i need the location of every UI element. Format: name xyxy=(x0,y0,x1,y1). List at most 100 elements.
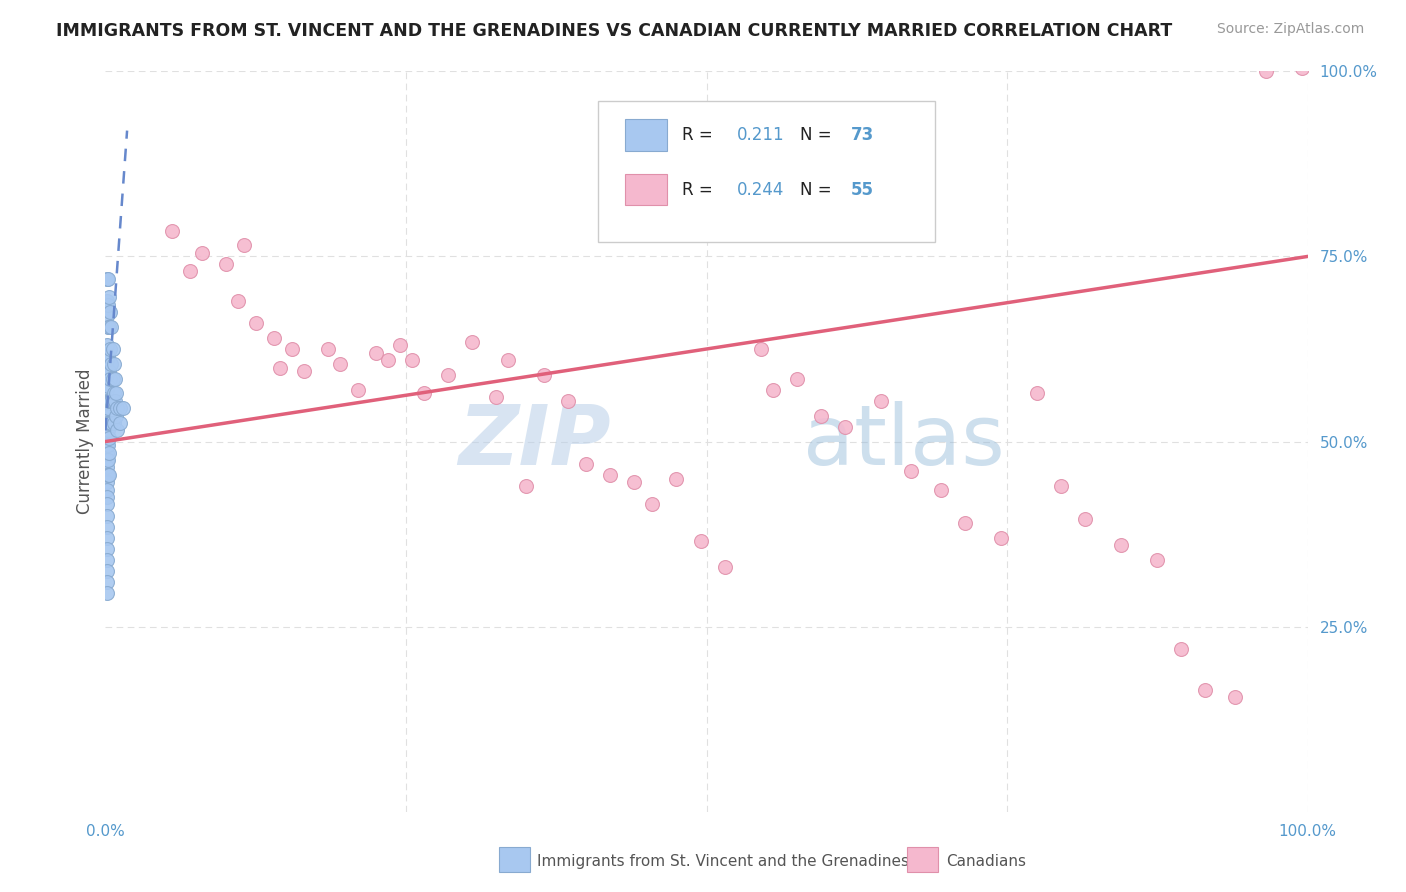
Point xyxy=(103,357,125,371)
Point xyxy=(96,519,118,533)
Text: ZIP: ZIP xyxy=(458,401,610,482)
Point xyxy=(101,393,124,408)
Point xyxy=(810,409,832,423)
Point xyxy=(100,319,122,334)
Point xyxy=(96,338,118,352)
Point xyxy=(96,353,118,368)
Text: IMMIGRANTS FROM ST. VINCENT AND THE GRENADINES VS CANADIAN CURRENTLY MARRIED COR: IMMIGRANTS FROM ST. VINCENT AND THE GREN… xyxy=(56,22,1173,40)
Point xyxy=(329,357,352,371)
Point xyxy=(96,460,118,475)
Point xyxy=(97,271,120,285)
Point xyxy=(786,371,808,385)
Point xyxy=(97,401,120,416)
Point xyxy=(762,383,785,397)
Point xyxy=(96,409,118,423)
Point xyxy=(515,479,537,493)
Point xyxy=(98,371,121,385)
Point xyxy=(245,316,267,330)
Point xyxy=(96,401,118,416)
Point xyxy=(96,424,118,438)
Text: Immigrants from St. Vincent and the Grenadines: Immigrants from St. Vincent and the Gren… xyxy=(537,855,910,869)
Point xyxy=(990,531,1012,545)
Point xyxy=(377,353,399,368)
Point xyxy=(104,393,127,408)
Point xyxy=(101,371,124,385)
Point xyxy=(97,350,120,364)
Point xyxy=(97,453,120,467)
Text: R =: R = xyxy=(682,181,718,199)
Text: N =: N = xyxy=(800,181,837,199)
Point xyxy=(98,467,121,482)
Point xyxy=(97,319,120,334)
Point xyxy=(105,409,128,423)
Point xyxy=(96,431,118,445)
Point xyxy=(214,257,236,271)
Point xyxy=(347,383,370,397)
Point xyxy=(96,575,118,590)
Point xyxy=(364,345,387,359)
Point xyxy=(557,393,579,408)
Point xyxy=(533,368,555,382)
Point xyxy=(1225,690,1247,704)
Point xyxy=(96,438,118,452)
Point xyxy=(108,401,131,416)
Point xyxy=(1291,61,1313,75)
Text: R =: R = xyxy=(682,126,718,144)
Point xyxy=(1146,553,1168,567)
Text: 73: 73 xyxy=(851,126,875,144)
Point xyxy=(689,534,711,549)
Point xyxy=(1026,386,1049,401)
Point xyxy=(98,342,121,356)
Text: 0.211: 0.211 xyxy=(737,126,785,144)
Point xyxy=(98,445,121,459)
Point xyxy=(98,393,121,408)
Point xyxy=(101,342,124,356)
Point xyxy=(900,464,922,478)
Point xyxy=(232,238,254,252)
Point xyxy=(96,541,118,556)
Point xyxy=(96,467,118,482)
Point xyxy=(96,475,118,490)
Point xyxy=(263,331,285,345)
Point xyxy=(96,445,118,459)
Point xyxy=(105,386,128,401)
Point xyxy=(749,342,772,356)
Text: Canadians: Canadians xyxy=(946,855,1026,869)
Point xyxy=(103,386,125,401)
Point xyxy=(100,357,122,371)
Point xyxy=(461,334,484,349)
Point xyxy=(96,483,118,497)
Point xyxy=(96,393,118,408)
Point xyxy=(100,393,122,408)
Point xyxy=(100,416,122,430)
Point xyxy=(98,305,121,319)
Point xyxy=(104,371,127,385)
Text: N =: N = xyxy=(800,126,837,144)
Point xyxy=(98,319,121,334)
Point xyxy=(98,431,121,445)
Point xyxy=(599,467,621,482)
Point xyxy=(107,424,129,438)
Point xyxy=(98,290,121,304)
Point xyxy=(401,353,423,368)
Point xyxy=(190,245,212,260)
Point xyxy=(292,364,315,378)
Point xyxy=(97,379,120,393)
Point xyxy=(160,223,183,237)
Point xyxy=(623,475,645,490)
Point xyxy=(108,416,131,430)
Point xyxy=(96,498,118,512)
Point xyxy=(103,416,125,430)
Point xyxy=(96,490,118,504)
Point xyxy=(575,457,598,471)
FancyBboxPatch shape xyxy=(599,101,935,242)
Point xyxy=(1074,512,1097,526)
Point xyxy=(97,297,120,311)
Point xyxy=(226,293,249,308)
Text: Source: ZipAtlas.com: Source: ZipAtlas.com xyxy=(1216,22,1364,37)
Point xyxy=(97,467,120,482)
Point xyxy=(388,338,411,352)
Point xyxy=(112,401,135,416)
Point xyxy=(107,401,129,416)
Point xyxy=(437,368,460,382)
